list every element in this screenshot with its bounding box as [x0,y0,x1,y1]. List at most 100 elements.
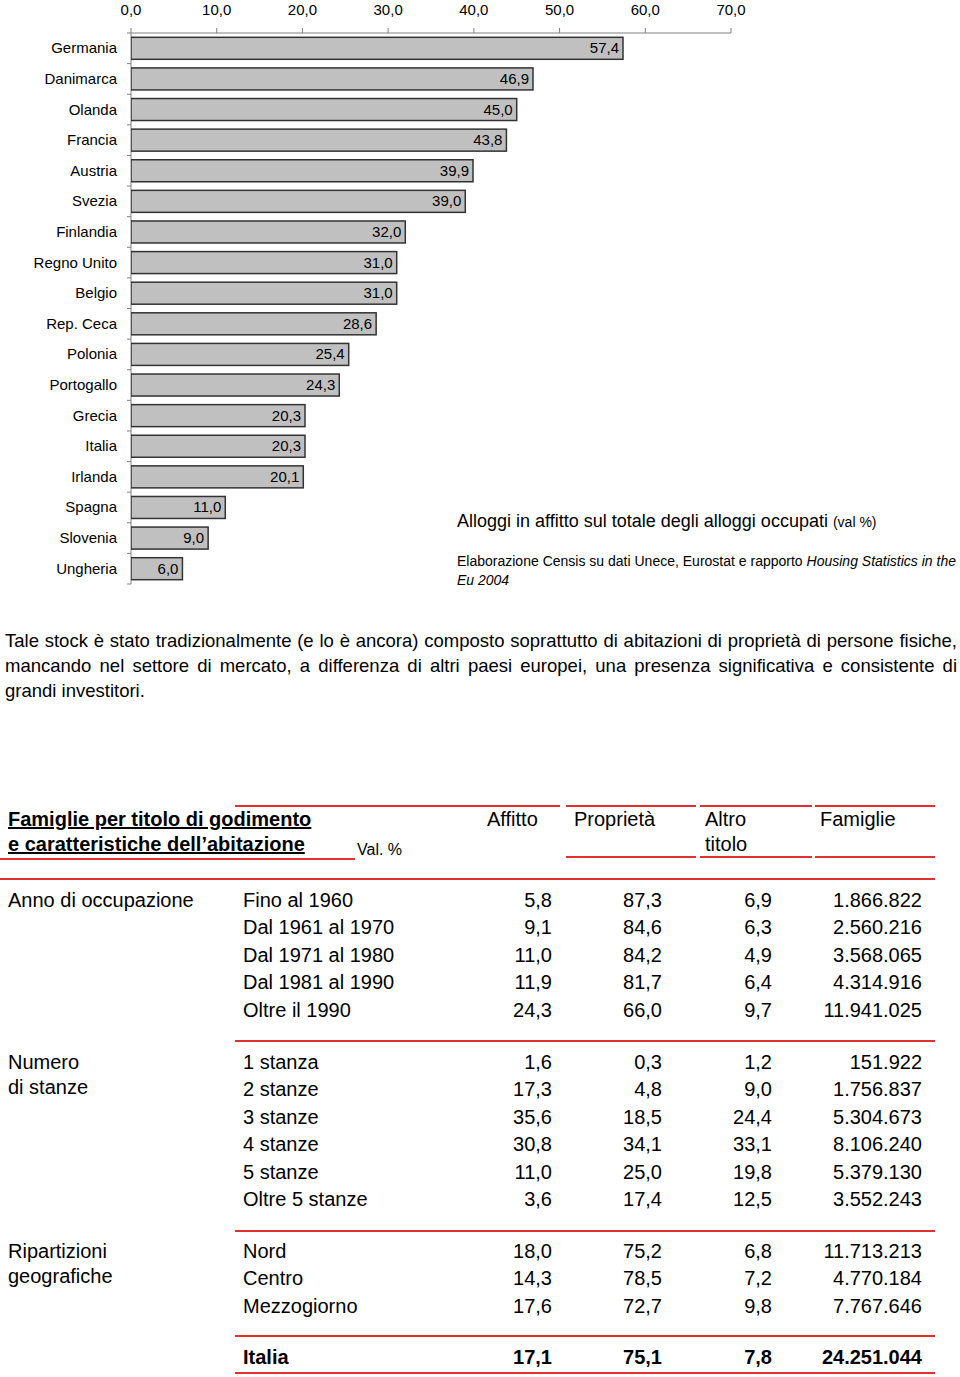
cell-value: 72,7 [462,1293,662,1320]
bar [131,68,533,90]
cell-value: 8.106.240 [722,1131,922,1158]
category-label: Danimarca [44,70,117,87]
table-title: Famiglie per titolo di godimento [8,806,311,833]
row-label: Oltre il 1990 [243,997,351,1024]
data-label: 31,0 [364,284,393,301]
cell-value: 6,3 [572,914,772,941]
data-label: 57,4 [590,39,619,56]
row-label: Dal 1981 al 1990 [243,969,394,996]
y-tick [127,492,131,493]
row-label: 2 stanze [243,1076,319,1103]
data-label: 20,1 [270,468,299,485]
data-label: 45,0 [484,101,513,118]
rule [235,805,560,807]
cell-value: 2.560.216 [722,914,922,941]
cell-value: 66,0 [462,997,662,1024]
column-header: Altro [705,806,746,833]
y-tick [127,461,131,462]
data-label: 25,4 [316,345,345,362]
x-tick-label: 70,0 [716,1,745,18]
cell-value: 4.770.184 [722,1265,922,1292]
cell-value: 4,8 [462,1076,662,1103]
cell-value: 7.767.646 [722,1293,922,1320]
bar [131,37,623,59]
data-label: 20,3 [272,407,301,424]
cell-value: 84,2 [462,942,662,969]
cell-value: 3.568.065 [722,942,922,969]
y-tick [127,33,131,34]
bar [131,343,349,365]
category-label: Svezia [72,192,118,209]
cell-value: 7,8 [572,1344,772,1371]
data-label: 32,0 [372,223,401,240]
x-tick [473,28,474,33]
table-title: e caratteristiche dell’abitazione [8,831,305,858]
title-text: Alloggi in affitto sul totale degli allo… [457,511,828,531]
x-tick [302,28,303,33]
title-unit: (val %) [833,514,877,530]
row-label: Mezzogiorno [243,1293,358,1320]
category-label: Polonia [67,345,118,362]
category-label: Spagna [65,498,117,515]
cell-value: 84,6 [462,914,662,941]
bar [131,252,397,274]
y-tick [127,94,131,95]
cell-value: 11,9 [352,969,552,996]
data-label: 24,3 [306,376,335,393]
category-label: Ungheria [56,560,118,577]
data-label: 46,9 [500,70,529,87]
bar [131,221,405,243]
cell-value: 1.756.837 [722,1076,922,1103]
bar [131,466,303,488]
bars [131,37,623,579]
row-label: 4 stanze [243,1131,319,1158]
y-tick [127,430,131,431]
x-tick-label: 50,0 [545,1,574,18]
bar [131,129,506,151]
data-label: 39,9 [440,162,469,179]
x-tick-label: 0,0 [121,1,142,18]
x-tick-label: 20,0 [288,1,317,18]
category-label: Portogallo [49,376,117,393]
row-label: Dal 1961 al 1970 [243,914,394,941]
subtitle-text: Elaborazione Censis su dati Unece, Euros… [457,553,803,569]
column-header: Proprietà [574,806,655,833]
x-axis-line [131,33,731,34]
x-tick [131,28,132,33]
y-tick [127,339,131,340]
cell-value: 25,0 [462,1159,662,1186]
section-label: di stanze [8,1074,88,1101]
category-label: Rep. Ceca [46,315,118,332]
cell-value: 11,0 [352,1159,552,1186]
category-label: Grecia [73,407,118,424]
row-label: Oltre 5 stanze [243,1186,368,1213]
y-tick [127,186,131,187]
x-tick-label: 10,0 [202,1,231,18]
rule [235,1040,935,1042]
row-label: 1 stanza [243,1049,319,1076]
cell-value: 5.379.130 [722,1159,922,1186]
cell-value: 6,4 [572,969,772,996]
cell-value: 0,3 [462,1049,662,1076]
cell-value: 151.922 [722,1049,922,1076]
cell-value: 30,8 [352,1131,552,1158]
cell-value: 17,4 [462,1186,662,1213]
category-label: Francia [67,131,118,148]
y-tick [127,155,131,156]
row-label: Nord [243,1238,286,1265]
rule [700,856,812,858]
x-tick-label: 60,0 [631,1,660,18]
category-label: Slovenia [59,529,117,546]
column-header: titolo [705,831,747,858]
cell-value: 35,6 [352,1104,552,1131]
y-tick [127,584,131,585]
cell-value: 87,3 [462,887,662,914]
cell-value: 4.314.916 [722,969,922,996]
cell-value: 24,4 [572,1104,772,1131]
chart-title: Alloggi in affitto sul totale degli allo… [457,509,957,534]
data-label: 31,0 [364,254,393,271]
rule [235,1335,935,1337]
rule [0,858,355,860]
cell-value: 1,6 [352,1049,552,1076]
cell-value: 24,3 [352,997,552,1024]
